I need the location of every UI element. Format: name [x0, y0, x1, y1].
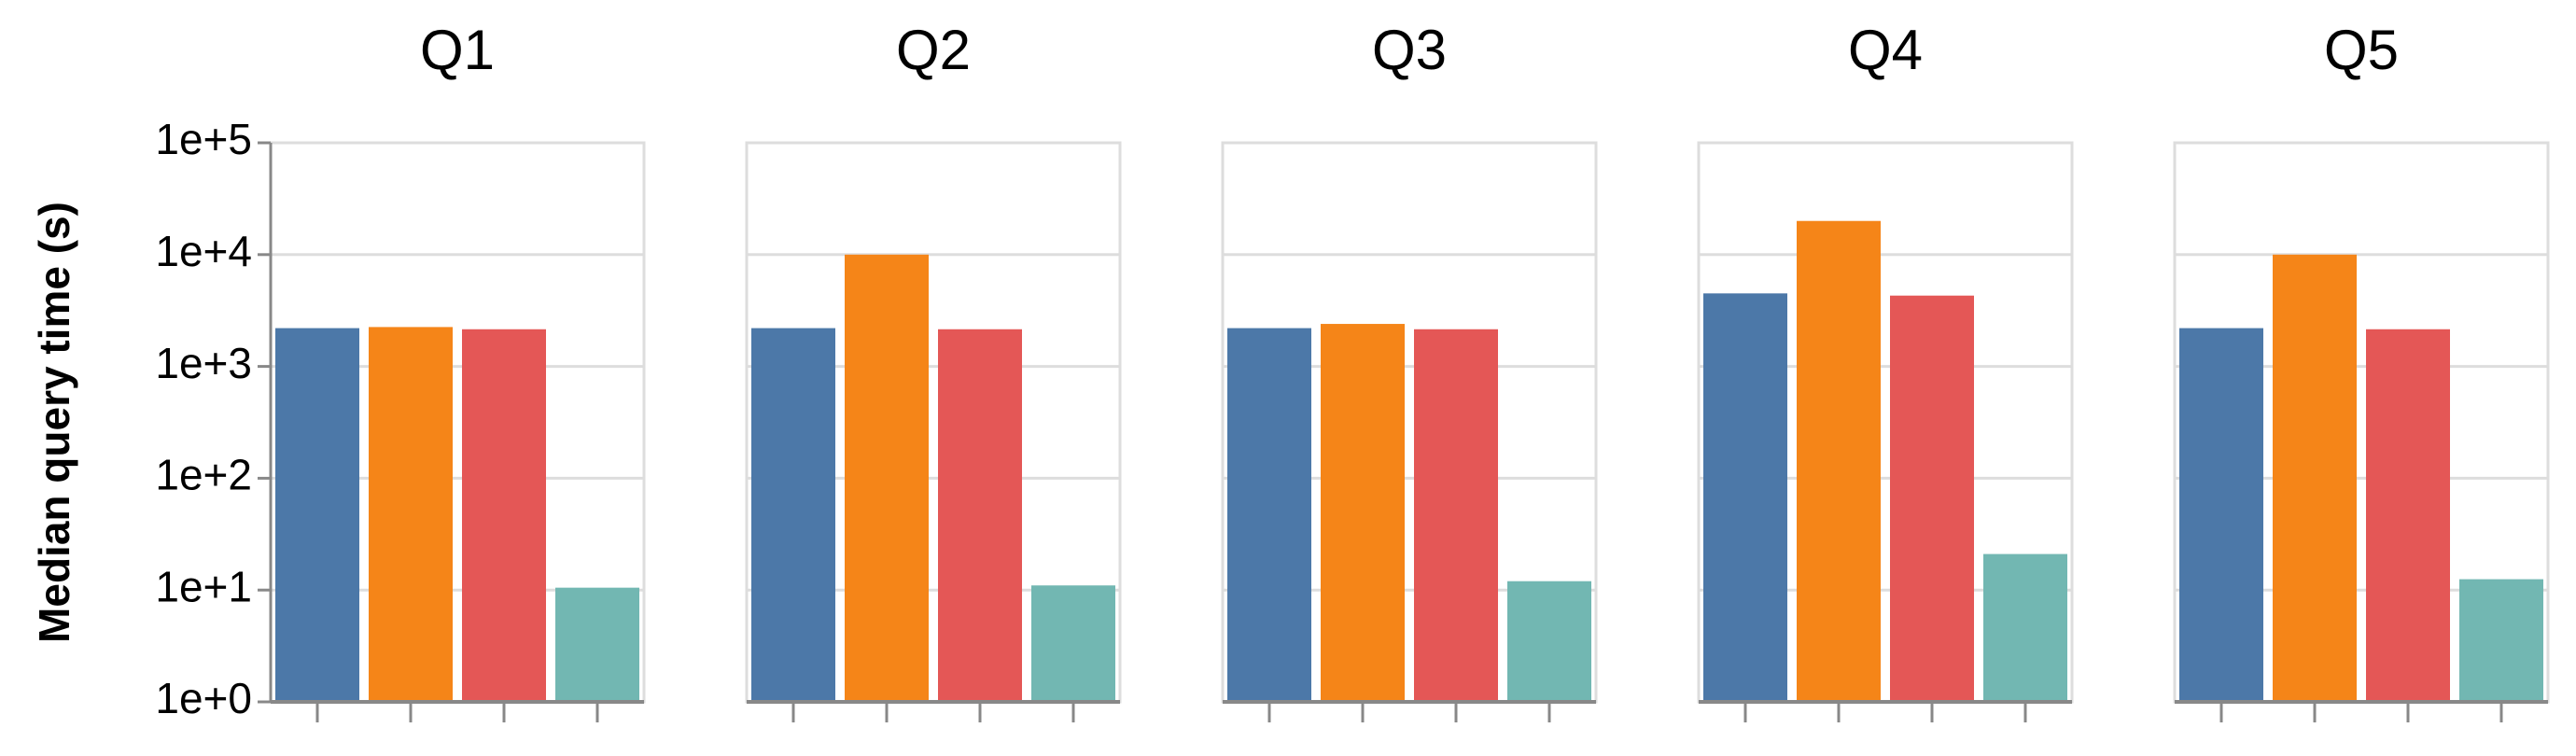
bar	[1031, 585, 1115, 702]
bar	[1983, 553, 2067, 702]
panel-title: Q5	[2324, 19, 2399, 81]
panel-title: Q3	[1372, 19, 1447, 81]
bar	[2459, 579, 2543, 702]
bar	[2179, 328, 2263, 702]
bar	[1890, 295, 1974, 702]
bar	[369, 327, 453, 702]
bar	[1797, 220, 1881, 703]
panel-title: Q2	[896, 19, 971, 81]
bar	[845, 254, 929, 702]
y-tick-label: 1e+0	[155, 674, 252, 722]
panel-title: Q1	[420, 19, 495, 81]
bar	[2366, 329, 2450, 702]
bar	[275, 328, 359, 702]
panel-title: Q4	[1848, 19, 1923, 81]
bar	[938, 329, 1022, 702]
bar	[2273, 254, 2357, 702]
bar	[1703, 293, 1787, 702]
y-tick-label: 1e+4	[155, 227, 252, 275]
bar	[751, 328, 835, 702]
bar	[1507, 581, 1591, 702]
bar	[555, 587, 639, 702]
bar	[462, 329, 546, 702]
y-tick-label: 1e+3	[155, 339, 252, 387]
y-axis-label: Median query time (s)	[30, 202, 78, 643]
y-tick-label: 1e+1	[155, 562, 252, 610]
y-tick-label: 1e+2	[155, 451, 252, 499]
bar	[1321, 324, 1405, 702]
bar	[1227, 328, 1311, 702]
bar	[1414, 329, 1498, 702]
y-tick-label: 1e+5	[155, 115, 252, 163]
